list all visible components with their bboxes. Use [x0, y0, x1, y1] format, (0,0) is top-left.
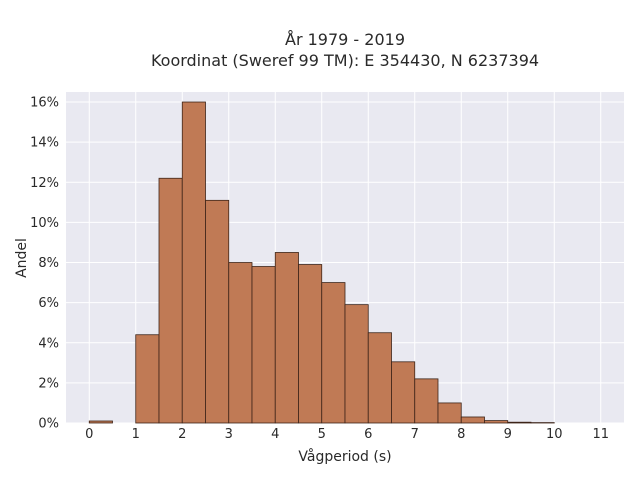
x-tick-label: 0: [85, 427, 93, 442]
x-axis-label: Vågperiod (s): [298, 448, 391, 465]
y-tick-label: 14%: [30, 136, 59, 151]
y-tick-label: 0%: [38, 417, 59, 432]
x-axis-ticks: 0 1 2 3 4 5 6 7 8 9 10 11: [85, 427, 609, 442]
x-tick-label: 3: [225, 427, 233, 442]
histogram-bar: [274, 252, 299, 424]
histogram-bar: [414, 378, 439, 424]
histogram-bar: [507, 421, 532, 424]
y-tick-label: 8%: [38, 256, 59, 271]
histogram-bar: [344, 304, 369, 424]
x-tick-label: 4: [271, 427, 279, 442]
histogram-bar: [367, 332, 392, 424]
histogram-bar: [298, 264, 323, 424]
histogram-bar: [181, 101, 206, 424]
chart-title-line-1: År 1979 - 2019: [285, 30, 405, 49]
chart-title-line-2: Koordinat (Sweref 99 TM): E 354430, N 62…: [151, 51, 539, 70]
histogram-bar: [437, 402, 462, 424]
x-tick-label: 5: [318, 427, 326, 442]
histogram-bar: [135, 334, 160, 424]
x-tick-label: 1: [132, 427, 140, 442]
x-tick-label: 9: [504, 427, 512, 442]
y-tick-label: 12%: [30, 176, 59, 191]
x-tick-label: 2: [178, 427, 186, 442]
histogram-bar: [321, 282, 346, 424]
histogram-bar: [460, 416, 485, 424]
y-axis-ticks: 0% 2% 4% 6% 8% 10% 12% 14% 16%: [30, 96, 59, 432]
histogram-bar: [88, 420, 113, 424]
y-tick-label: 6%: [38, 296, 59, 311]
histogram-bar: [158, 177, 183, 424]
histogram-bar: [251, 266, 276, 424]
histogram-bar: [484, 420, 509, 424]
y-axis-label: Andel: [14, 238, 30, 278]
x-tick-label: 10: [546, 427, 563, 442]
y-tick-label: 16%: [30, 96, 59, 111]
histogram-bars: [88, 101, 555, 424]
histogram-bar: [391, 361, 416, 424]
x-tick-label: 11: [592, 427, 609, 442]
histogram-bar: [205, 199, 230, 424]
y-tick-label: 4%: [38, 336, 59, 351]
x-tick-label: 7: [411, 427, 419, 442]
y-tick-label: 10%: [30, 216, 59, 231]
histogram-bar: [228, 262, 253, 424]
x-tick-label: 8: [457, 427, 465, 442]
x-tick-label: 6: [364, 427, 372, 442]
y-tick-label: 2%: [38, 376, 59, 391]
